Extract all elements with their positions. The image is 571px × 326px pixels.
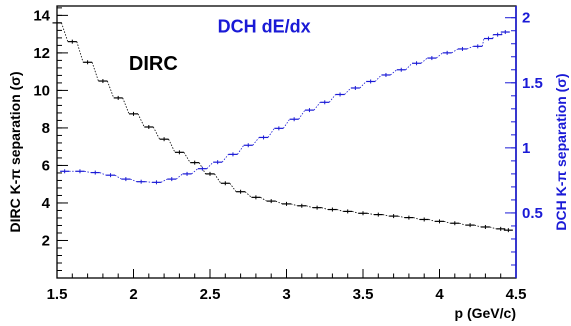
dch-trend [252, 137, 260, 146]
dch-trend [237, 145, 245, 155]
x-axis-title: p (GeV/c) [455, 305, 516, 321]
y-right-tick-label: 1.5 [522, 75, 543, 92]
y-left-tick-label: 4 [42, 195, 51, 212]
y-left-tick-label: 2 [42, 232, 50, 249]
dirc-trend [229, 183, 237, 192]
dirc-trend [214, 173, 222, 184]
dirc-trend [275, 200, 283, 205]
plot-frame [56, 5, 517, 279]
dirc-trend [306, 205, 313, 209]
dirc-trend [122, 97, 130, 115]
dirc-trend [398, 215, 405, 218]
dch-trend [145, 181, 152, 183]
dirc-trend [61, 22, 69, 42]
y-left-tick-label: 12 [33, 45, 50, 62]
dch-trend [191, 168, 199, 175]
y-left-tick-label: 10 [33, 82, 50, 99]
dch-trend [359, 81, 367, 89]
dirc-trend [382, 214, 390, 217]
y-right-tick-label: 1 [522, 140, 530, 157]
x-tick-label: 3.5 [353, 286, 374, 303]
dch-trend [466, 45, 474, 50]
dch-trend [481, 38, 485, 47]
dch-trend [175, 173, 183, 180]
x-tick-label: 2 [129, 286, 137, 303]
dch-trend [267, 128, 275, 138]
dirc-trend [107, 80, 115, 99]
dch-trend [436, 52, 443, 59]
dch-trend [160, 178, 168, 183]
dch-trend [374, 74, 382, 82]
dch-trend [130, 178, 137, 183]
dch-trend [114, 174, 122, 180]
y-right-tick-label: 2 [522, 10, 530, 27]
dirc-trend [290, 203, 298, 207]
dch-trend [221, 154, 229, 163]
dirc-trend [168, 139, 176, 153]
y-left-tick-label: 6 [42, 157, 50, 174]
dch-annotation: DCH dE/dx [218, 16, 311, 36]
dirc-trend [321, 207, 329, 210]
dirc-trend [489, 226, 497, 230]
dch-trend [99, 172, 107, 176]
dirc-trend [352, 211, 359, 214]
dirc-trend [183, 152, 191, 163]
dch-trend [420, 57, 428, 64]
dch-trend [283, 118, 290, 129]
dirc-trend [152, 126, 160, 140]
x-tick-label: 3 [282, 286, 290, 303]
dch-trend [451, 48, 459, 54]
dirc-annotation: DIRC [129, 53, 178, 75]
dch-trend [84, 170, 91, 173]
dch-trend [405, 62, 413, 71]
dch-trend [313, 102, 321, 111]
dch-trend [390, 69, 398, 76]
dirc-trend [260, 196, 267, 202]
x-tick-label: 2.5 [200, 286, 221, 303]
dirc-trend [367, 212, 374, 215]
dirc-trend [443, 220, 451, 224]
dch-trend [344, 87, 352, 95]
dirc-trend [244, 191, 252, 198]
y-left-tick-label: 14 [33, 7, 50, 24]
dch-trend [206, 161, 214, 169]
dirc-trend [91, 62, 99, 82]
x-tick-label: 4.5 [506, 286, 527, 303]
y-left-axis-title: DIRC K-π separation (σ) [7, 71, 23, 232]
dirc-trend [459, 222, 466, 226]
x-tick-label: 1.5 [47, 286, 68, 303]
dirc-trend [336, 209, 344, 212]
x-tick-label: 4 [435, 286, 444, 303]
dirc-trend [76, 41, 84, 63]
y-right-axis-title: DCH K-π separation (σ) [553, 73, 569, 230]
dch-trend [500, 31, 503, 35]
dch-trend [328, 94, 336, 103]
y-right-tick-label: 0.5 [522, 205, 543, 222]
dirc-trend [428, 219, 436, 222]
dirc-trend [137, 113, 145, 128]
dirc-trend [503, 228, 506, 231]
dirc-trend [474, 224, 482, 228]
y-left-tick-label: 8 [42, 120, 50, 137]
dirc-trend [413, 217, 420, 220]
dch-trend [298, 109, 306, 120]
